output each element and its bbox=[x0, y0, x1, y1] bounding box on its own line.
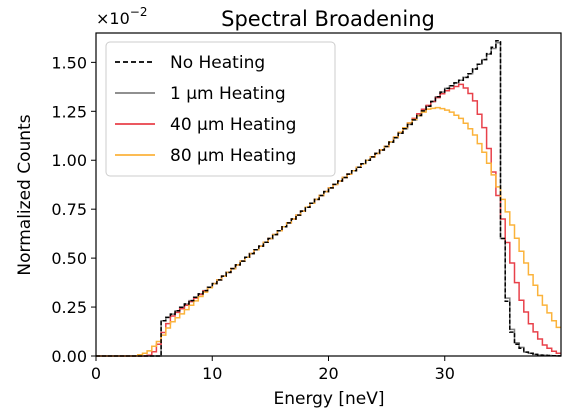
legend-box bbox=[105, 41, 336, 177]
y-axis-multiplier-exponent: −2 bbox=[130, 5, 148, 19]
y-tick-label: 1.25 bbox=[51, 102, 87, 121]
axis-ticks: 0 10 20 30 0.00 0.25 0.50 0.75 1.00 1.25 1.50 bbox=[51, 53, 455, 383]
legend-label: 40 μm Heating bbox=[170, 115, 296, 135]
legend-label: 1 μm Heating bbox=[170, 84, 286, 104]
series-line-0 bbox=[96, 40, 561, 357]
y-tick-label: 0.50 bbox=[51, 249, 87, 268]
x-tick-label: 30 bbox=[435, 364, 455, 383]
y-tick-label: 1.00 bbox=[51, 151, 87, 170]
y-tick-label: 0.00 bbox=[51, 347, 87, 366]
legend: No Heating 1 μm Heating 40 μm Heating 80 μm… bbox=[105, 41, 336, 177]
x-tick-label: 0 bbox=[91, 364, 101, 383]
x-axis-label: Energy [neV] bbox=[273, 389, 384, 409]
y-tick-label: 0.75 bbox=[51, 200, 87, 219]
y-tick-label: 1.50 bbox=[51, 53, 87, 72]
y-axis-label: Normalized Counts bbox=[15, 114, 35, 275]
x-tick-label: 10 bbox=[202, 364, 222, 383]
chart-title: Spectral Broadening bbox=[221, 7, 435, 31]
y-axis-multiplier: ×10−2 bbox=[96, 5, 147, 28]
x-tick-label: 20 bbox=[318, 364, 338, 383]
legend-label: No Heating bbox=[170, 53, 265, 73]
legend-label: 80 μm Heating bbox=[170, 146, 296, 166]
plot-frame bbox=[95, 32, 562, 357]
y-tick-label: 0.25 bbox=[51, 298, 87, 317]
plot-area bbox=[96, 40, 561, 357]
